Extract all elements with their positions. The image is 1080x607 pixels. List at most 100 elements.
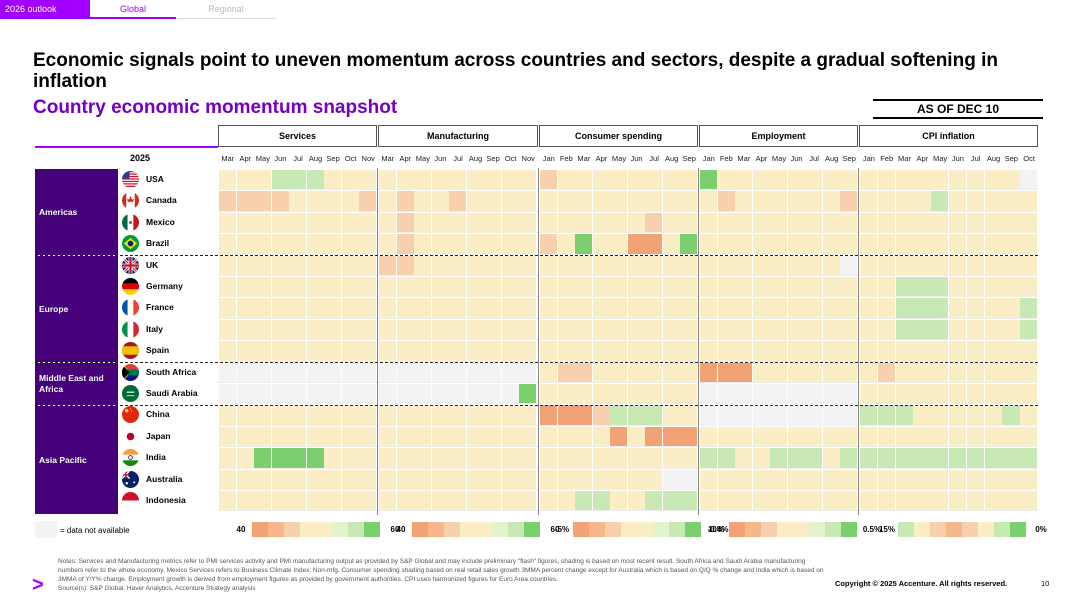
heatmap-cell — [324, 255, 342, 275]
heatmap-cell — [501, 298, 519, 318]
heatmap-cell — [289, 170, 307, 190]
heatmap-cell — [752, 234, 770, 254]
heatmap-cell — [787, 491, 805, 511]
heatmap-cell — [289, 384, 307, 404]
scale-swatch — [793, 522, 809, 537]
heatmap-cell — [680, 384, 698, 404]
heatmap-cell — [787, 191, 805, 211]
month-label: Jan — [542, 154, 555, 163]
heatmap-cell — [519, 426, 537, 447]
heatmap-cell — [1002, 298, 1020, 318]
month-label: Sep — [486, 154, 500, 163]
as-of-date: AS OF DEC 10 — [873, 99, 1043, 119]
scale-swatch — [492, 522, 508, 537]
heatmap-cell — [895, 234, 913, 254]
heatmap-cell — [752, 298, 770, 318]
heatmap-cell — [913, 384, 931, 404]
heatmap-cell — [466, 255, 484, 275]
heatmap-cell — [966, 426, 985, 447]
heatmap-cell — [271, 491, 289, 511]
heatmap-cell — [949, 426, 967, 447]
heatmap-cell — [627, 469, 645, 489]
heatmap-cell — [1020, 491, 1038, 511]
heatmap-cell — [984, 384, 1002, 404]
heatmap-cell — [254, 277, 272, 297]
heatmap-cell — [1020, 277, 1038, 297]
heatmap-cell — [984, 341, 1002, 361]
heatmap-cell — [840, 277, 858, 297]
heatmap-cell — [324, 491, 342, 511]
tab-2026-outlook[interactable]: 2026 outlook — [0, 0, 90, 19]
heatmap-cell — [396, 212, 414, 233]
tab-regional[interactable]: Regional — [176, 0, 276, 19]
heatmap-cell — [610, 277, 628, 297]
heatmap-cell — [735, 426, 753, 447]
heatmap-cell — [680, 426, 698, 447]
heatmap-cell — [557, 170, 575, 190]
australia-flag-icon — [122, 470, 139, 488]
country-name: Indonesia — [146, 495, 186, 505]
heatmap-cell — [1002, 255, 1020, 275]
heatmap-cell — [895, 469, 913, 489]
heatmap-cell — [271, 298, 289, 318]
scale-swatch — [841, 522, 857, 537]
heatmap-cell — [575, 255, 593, 275]
heatmap-cell — [236, 319, 254, 340]
heatmap-cell — [610, 191, 628, 211]
note-line: 3MMA of Y/Y% change. Employment growth i… — [58, 576, 558, 583]
heatmap-cell — [540, 491, 558, 511]
month-label: Aug — [824, 154, 839, 163]
heatmap-cell — [700, 319, 718, 340]
heatmap-cell — [662, 298, 680, 318]
heatmap-cell — [680, 319, 698, 340]
heatmap-cell — [752, 491, 770, 511]
heatmap-cell — [822, 405, 840, 425]
heatmap-cell — [680, 491, 698, 511]
heatmap-cell — [717, 491, 735, 511]
scale-swatch — [946, 522, 962, 537]
heatmap-cell — [219, 319, 237, 340]
heatmap-cell — [805, 362, 823, 382]
france-flag-icon — [122, 299, 139, 317]
heatmap-cell — [840, 212, 858, 233]
heatmap-cell — [431, 277, 449, 297]
heatmap-cell — [341, 212, 359, 233]
tab-global[interactable]: Global — [90, 0, 176, 19]
heatmap-cell — [662, 341, 680, 361]
heatmap-cell — [752, 277, 770, 297]
scale-max-label: 60 — [390, 525, 400, 534]
heatmap-cell — [519, 491, 537, 511]
heatmap-cell — [557, 319, 575, 340]
heatmap-cell — [575, 234, 593, 254]
month-label: Mar — [221, 154, 235, 163]
heatmap-cell — [1002, 234, 1020, 254]
heatmap-cell — [949, 448, 967, 468]
heatmap-cell — [236, 255, 254, 275]
heatmap-cell — [396, 191, 414, 211]
heatmap-cell — [700, 384, 718, 404]
heatmap-cell — [680, 405, 698, 425]
heatmap-cell — [519, 469, 537, 489]
heatmap-cell — [359, 298, 377, 318]
heatmap-cell — [822, 212, 840, 233]
heatmap-cell — [822, 491, 840, 511]
heatmap-cell — [949, 469, 967, 489]
heatmap-cell — [895, 362, 913, 382]
month-label: Sep — [842, 154, 856, 163]
heatmap-cell — [822, 298, 840, 318]
heatmap-cell — [341, 277, 359, 297]
country-name: Japan — [146, 430, 171, 441]
heatmap-cell — [822, 277, 840, 297]
heatmap-cell — [735, 298, 753, 318]
heatmap-cell — [289, 191, 307, 211]
heatmap-cell — [610, 491, 628, 511]
heatmap-cell — [931, 341, 949, 361]
row-separator — [218, 510, 1038, 512]
heatmap-cell — [949, 405, 967, 425]
month-label: Sep — [326, 154, 340, 163]
heatmap-cell — [575, 212, 593, 233]
heatmap-cell — [557, 362, 575, 382]
row-separator — [218, 189, 1038, 191]
heatmap-cell — [379, 448, 397, 468]
heatmap-cell — [306, 298, 324, 318]
